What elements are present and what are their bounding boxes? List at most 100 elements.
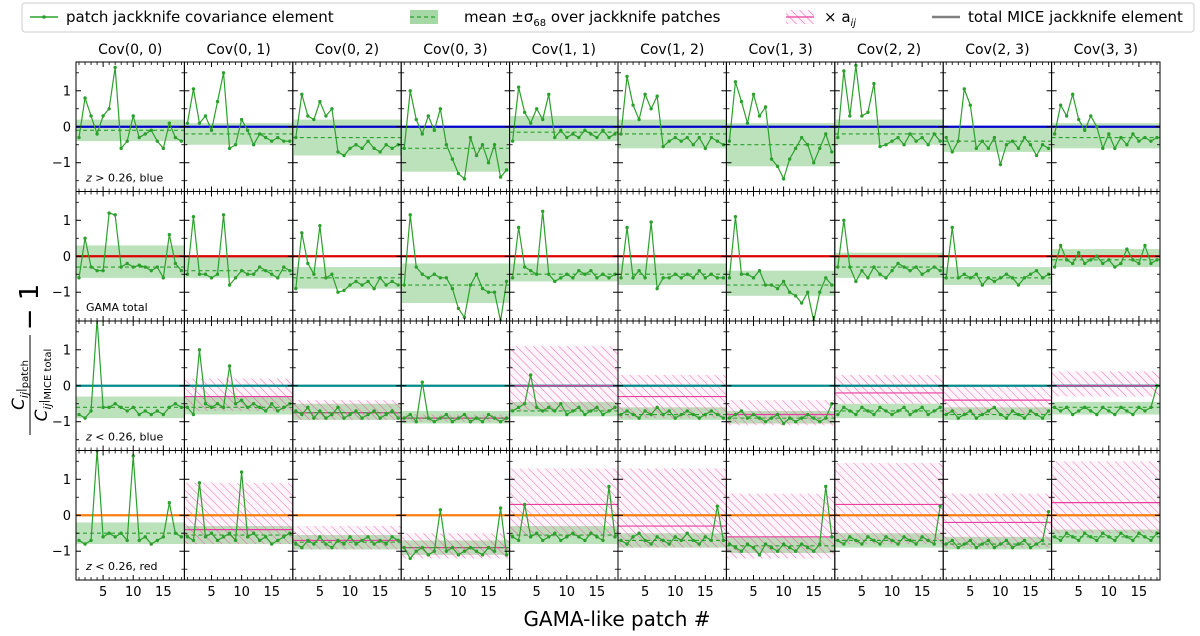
patch-point: [270, 272, 274, 276]
patch-point: [1083, 261, 1087, 266]
y-tick-label: −1: [52, 545, 71, 560]
legend-patch-label: patch jackknife covariance element: [66, 8, 334, 26]
patch-point: [522, 502, 527, 507]
patch-point: [739, 409, 744, 413]
patch-point: [113, 213, 117, 217]
patch-point: [775, 412, 780, 417]
patch-point: [354, 542, 358, 546]
patch-point: [276, 409, 280, 413]
patch-series-line: [403, 90, 508, 181]
sigma68-band: [834, 119, 944, 145]
patch-point: [1095, 538, 1099, 543]
patch-point: [818, 542, 822, 546]
patch-point: [643, 538, 647, 543]
panel-plot-area: [401, 380, 510, 424]
patch-point: [282, 405, 286, 410]
patch-point: [414, 265, 418, 269]
sigma68-band: [943, 126, 1052, 152]
patch-point: [956, 139, 960, 143]
patch-point: [426, 416, 430, 420]
panel-plot-area: [292, 92, 402, 158]
column-title: Cov(2, 3): [965, 42, 1029, 58]
patch-point: [227, 283, 232, 287]
patch-series-line: [78, 67, 182, 150]
patch-point: [1004, 143, 1009, 147]
patch-point: [1052, 265, 1057, 269]
panel-plot-area: [1051, 91, 1160, 151]
patch-point: [522, 110, 527, 115]
patch-point: [986, 276, 991, 280]
patch-point: [1022, 538, 1027, 543]
patch-point: [625, 409, 629, 413]
patch-point: [354, 409, 358, 413]
patch-point: [480, 420, 485, 424]
patch-point: [486, 161, 491, 165]
patch-point: [703, 535, 708, 539]
aij-band: [726, 493, 835, 559]
patch-point: [932, 132, 936, 136]
patch-point: [414, 549, 418, 553]
patch-point: [257, 265, 262, 269]
legend-mean-label: mean ±σ68 over jackknife patches: [464, 8, 721, 29]
patch-point: [1034, 412, 1039, 417]
patch-point: [348, 283, 352, 287]
patch-point: [896, 409, 900, 413]
patch-point: [101, 268, 105, 273]
patch-point: [944, 135, 948, 140]
patch-point: [842, 405, 846, 410]
patch-point: [854, 279, 858, 284]
patch-point: [1034, 153, 1039, 158]
patch-point: [655, 405, 659, 410]
patch-point: [655, 535, 659, 539]
panel-plot-area: [726, 384, 835, 426]
patch-point: [384, 542, 388, 546]
patch-point: [396, 416, 400, 420]
column-title: Cov(1, 3): [748, 42, 812, 58]
patch-point: [215, 272, 220, 276]
patch-point: [1119, 135, 1123, 140]
patch-point: [402, 416, 406, 420]
patch-point: [1101, 146, 1105, 151]
panel-r1-c7: [834, 191, 944, 322]
patch-point: [793, 549, 798, 553]
patch-point: [691, 143, 695, 147]
patch-point: [595, 135, 599, 140]
patch-point: [908, 538, 912, 543]
patch-point: [221, 71, 226, 75]
x-tick-label: 15: [372, 585, 389, 600]
patch-point: [1052, 405, 1057, 410]
patch-point: [185, 121, 190, 125]
patch-point: [131, 265, 135, 269]
patch-point: [613, 132, 617, 136]
patch-point: [185, 272, 190, 276]
patch-point: [113, 535, 117, 539]
patch-point: [516, 85, 521, 89]
patch-point: [926, 143, 930, 147]
patch-point: [715, 504, 720, 508]
patch-point: [528, 121, 533, 125]
patch-point: [1095, 125, 1099, 129]
x-tick-label: 5: [858, 585, 866, 600]
patch-point: [926, 538, 930, 543]
patch-point: [504, 279, 509, 284]
patch-point: [1052, 535, 1057, 539]
patch-point: [444, 549, 449, 553]
patch-point: [914, 265, 918, 269]
patch-point: [1016, 542, 1021, 546]
patch-point: [119, 265, 123, 269]
patch-point: [233, 143, 238, 147]
patch-point: [775, 286, 780, 291]
patch-point: [137, 263, 141, 267]
patch-point: [613, 272, 617, 276]
patch-point: [396, 538, 400, 543]
patch-point: [131, 454, 135, 458]
panel-plot-area: [184, 213, 293, 287]
x-tick-label: 5: [533, 585, 541, 600]
sigma68-band: [726, 123, 835, 167]
patch-point: [251, 143, 256, 147]
patch-point: [812, 549, 816, 553]
patch-point: [769, 157, 774, 161]
patch-point: [233, 276, 238, 280]
aij-band: [726, 400, 835, 426]
